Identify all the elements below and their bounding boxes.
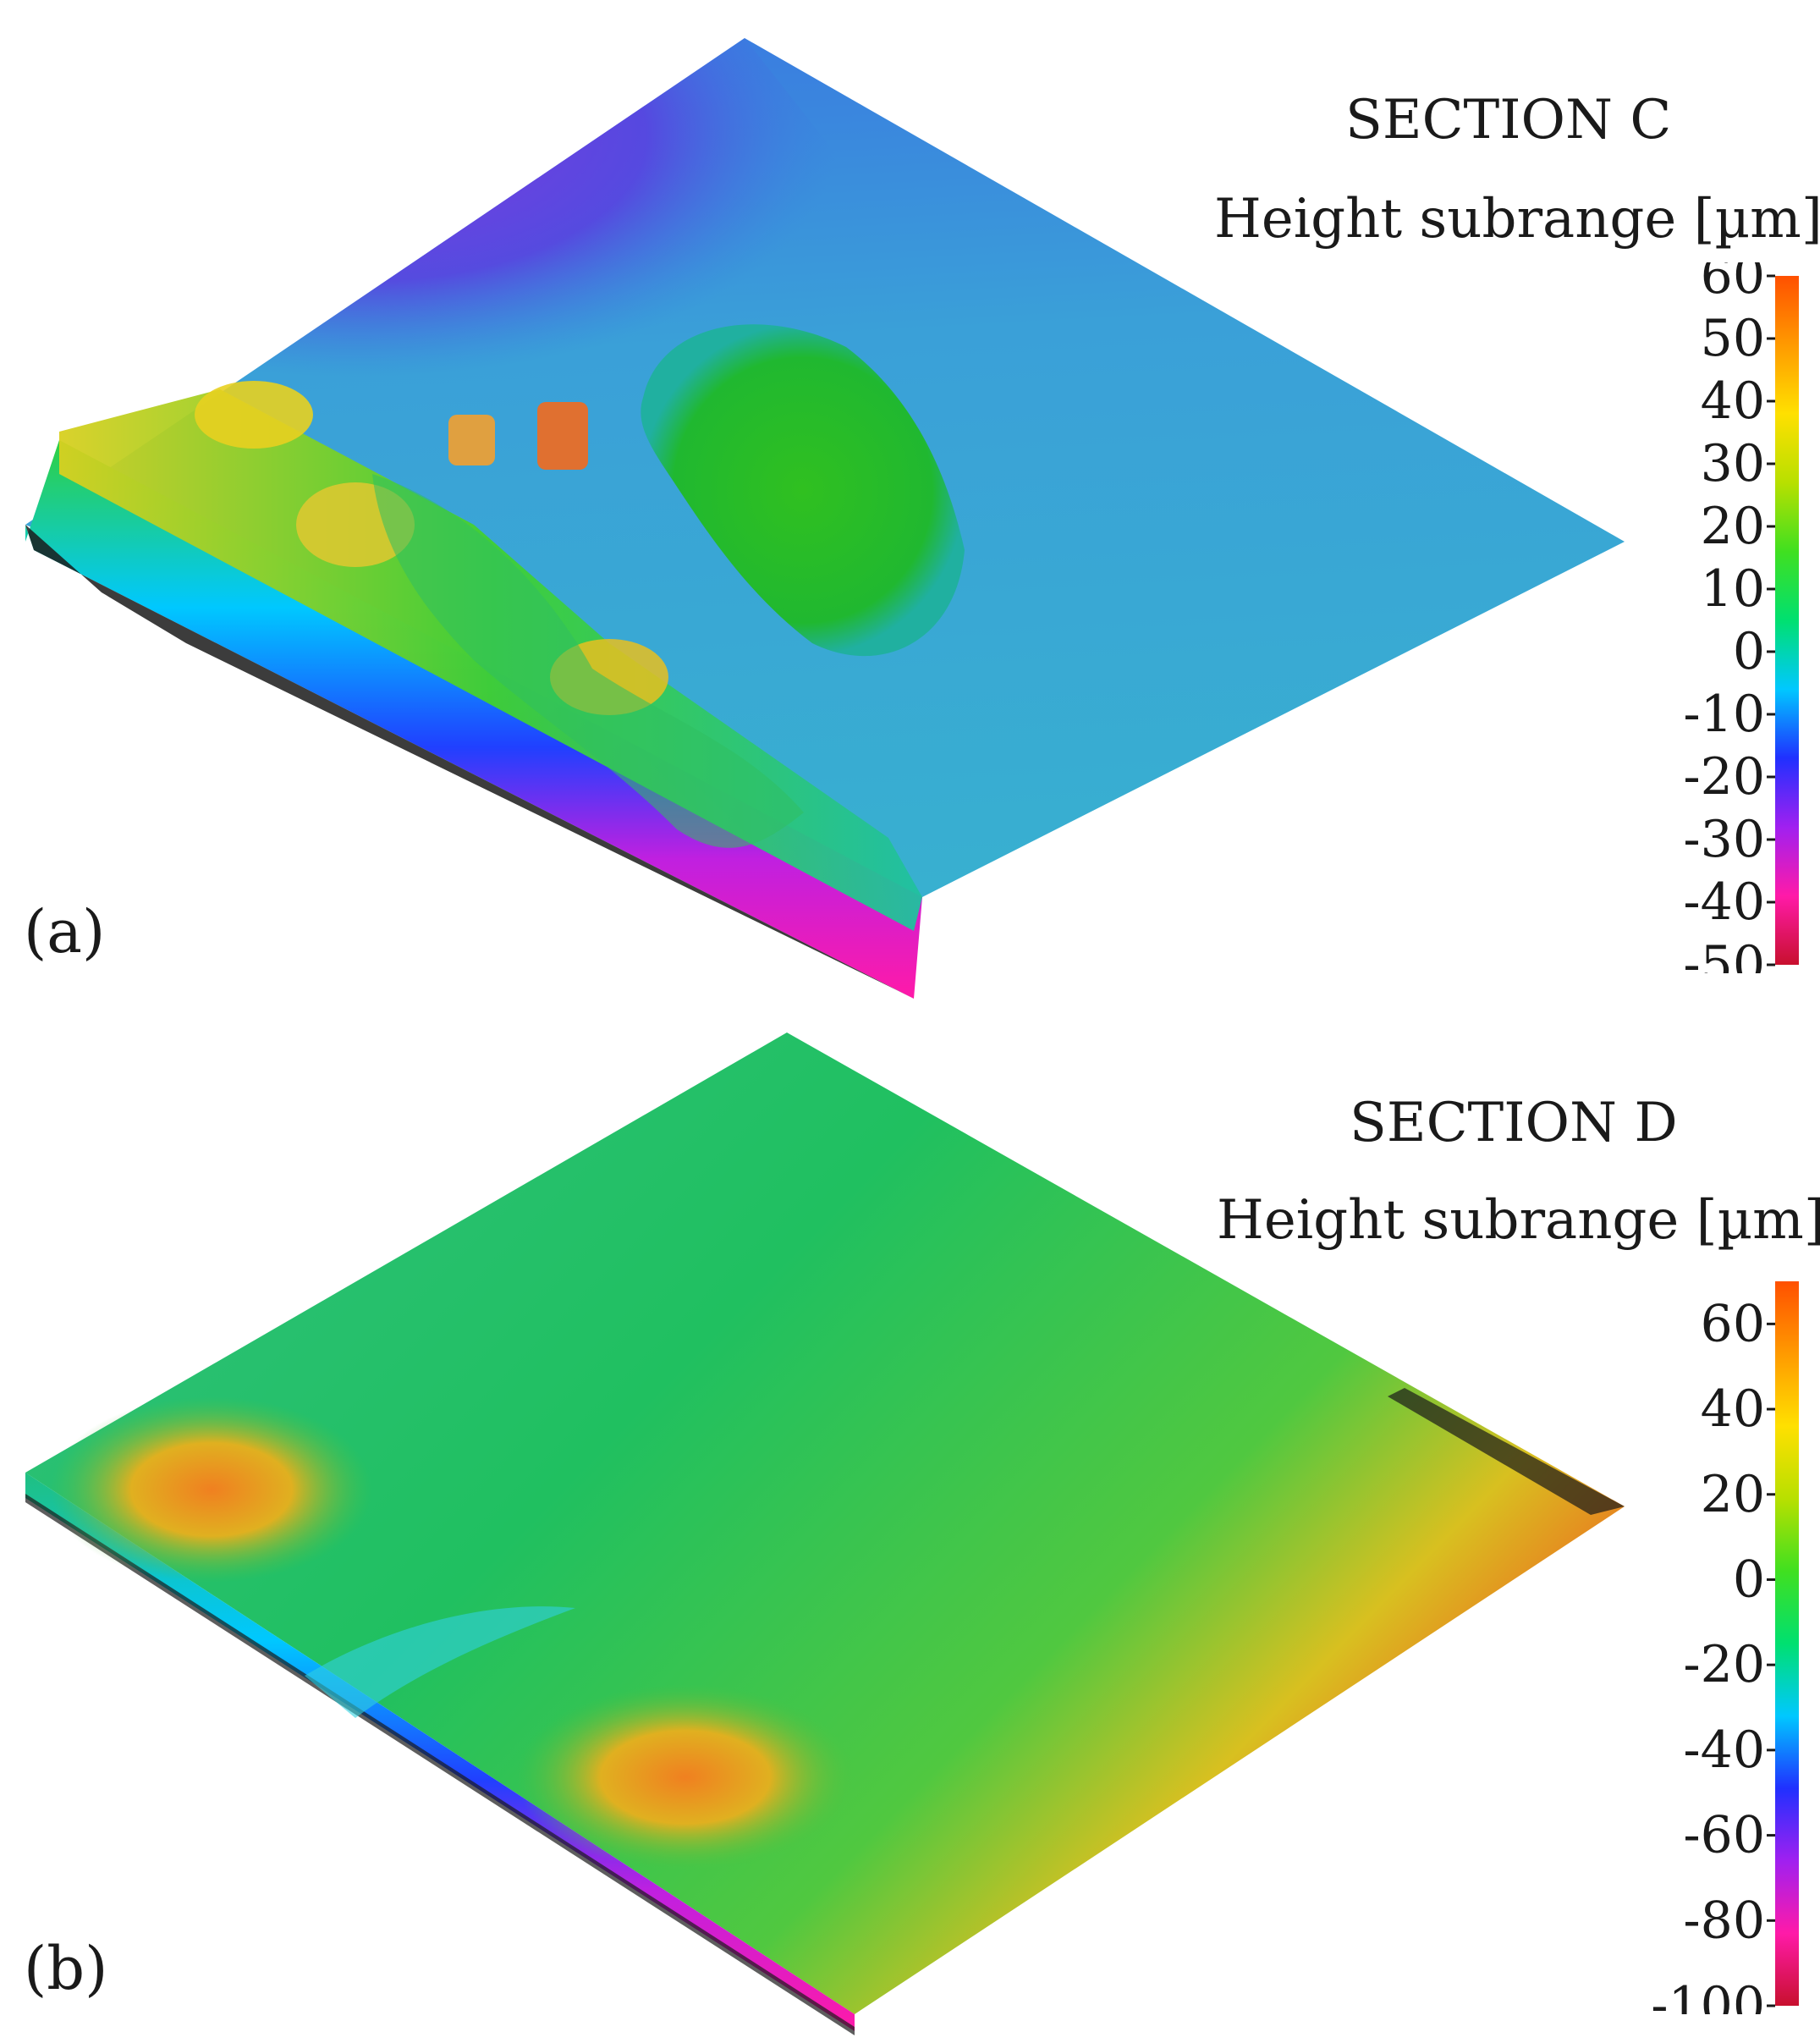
colorbar-tick-label: -60 [1683,1806,1765,1865]
colorbar-tick-label: -20 [1683,1635,1765,1694]
surface-green-blob [641,324,965,657]
colorbar-tick-label: 40 [1701,1379,1765,1439]
surface-purple-region [25,38,981,525]
surface-plot-section-d [25,1033,1625,2035]
colorbar-title: Height subrange [µm] [1217,1189,1820,1252]
surface-peak-1 [195,381,313,449]
surface-front-wall [25,440,922,999]
colorbar-tick-label: 60 [1701,1294,1765,1353]
surface-pillar-2 [537,402,588,470]
surface-front-wall [25,1473,855,2031]
colorbar-tick-label: -40 [1683,1721,1765,1780]
colorbar-b-svg: 60 40 20 0 -20 -40 -60 -80 -100 [1651,1281,1799,2035]
colorbar-tick-label: 30 [1701,434,1765,493]
surface-wall-base [25,1494,855,2035]
colorbar-tick-label: -50 [1683,935,1765,973]
colorbar-tick-label: 20 [1701,1465,1765,1524]
colorbar-tick-label: -20 [1683,747,1765,807]
panel-a: SECTION C Height subrange [µm] (a) 60 50 4… [0,0,1820,1016]
colorbar-tick-label: -10 [1683,685,1765,744]
section-title: SECTION D [1350,1092,1678,1154]
colorbar-tick-label: 0 [1733,622,1765,681]
colorbar-tick-label: 40 [1701,372,1765,431]
surface-warm-spot-1 [51,1396,372,1583]
colorbar-tick-label: -80 [1683,1891,1765,1950]
colorbar-tick-label: -40 [1683,873,1765,932]
panel-b: SECTION D Height subrange [µm] (b) 60 40 2… [0,1016,1820,2043]
surface-dark-corner [1388,1388,1625,1515]
surface-top [25,1033,1625,2014]
colorbar-gradient [1775,276,1799,965]
colorbar-a: 60 50 40 30 20 10 0 -10 -20 -30 -40 -50 [1658,246,1802,994]
colorbar-title: Height subrange [µm] [1214,188,1820,251]
colorbar-tick-label: -30 [1683,810,1765,869]
colorbar-b: 60 40 20 0 -20 -40 -60 -80 -100 [1629,1269,1802,2035]
surface-pillar-1 [448,415,495,465]
colorbar-tick-label: 60 [1701,262,1765,306]
surface-warm-spot-2 [516,1684,855,1870]
colorbar-tick-label: -100 [1651,1976,1765,2014]
section-title: SECTION C [1345,89,1672,151]
panel-label: (a) [24,897,106,966]
surface-cyan-streak [305,1606,575,1718]
surface-plot-section-c [25,38,1625,999]
panel-label: (b) [24,1934,108,2003]
colorbar-gradient [1775,1281,1799,2006]
colorbar-tick-label: 50 [1701,309,1765,368]
colorbar-tick-label: 0 [1733,1550,1765,1609]
surface-green-flow [372,474,804,848]
colorbar-tick-label: 20 [1701,497,1765,556]
colorbar-tick-label: 10 [1701,559,1765,619]
